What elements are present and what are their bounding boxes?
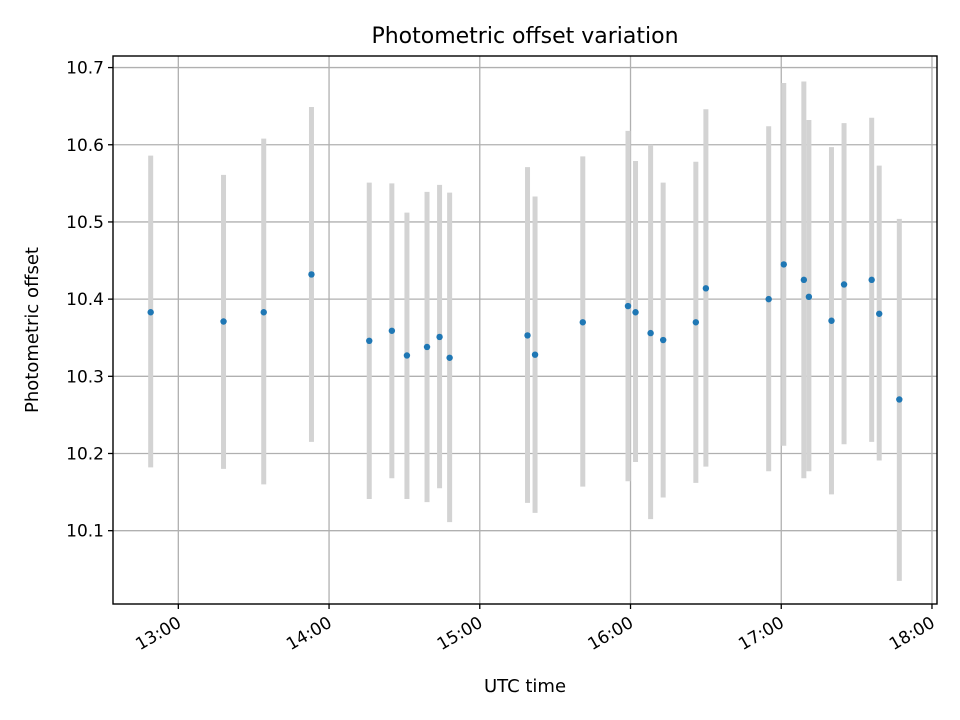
data-point (436, 333, 443, 341)
data-point (692, 319, 700, 326)
data-point (366, 337, 373, 345)
data-point (524, 332, 531, 339)
data-point (403, 352, 411, 359)
data-point (260, 309, 267, 316)
y-tick-label: 10.3 (66, 367, 104, 387)
data-point (423, 343, 431, 351)
y-tick-label: 10.2 (66, 444, 104, 464)
y-axis-label: Photometric offset (22, 247, 43, 413)
data-point (765, 295, 772, 303)
data-point (659, 336, 667, 344)
data-point (647, 329, 654, 337)
data-point (702, 285, 710, 292)
data-point (220, 318, 227, 325)
data-point (531, 351, 539, 358)
y-tick-label: 10.4 (66, 290, 104, 310)
data-point (828, 317, 835, 324)
grid (113, 56, 937, 604)
data-point (388, 327, 396, 334)
data-point (896, 396, 903, 403)
chart-title: Photometric offset variation (371, 24, 678, 49)
plot-frame (112, 55, 938, 605)
x-axis-label: UTC time (484, 676, 566, 697)
data-point (780, 261, 787, 268)
data-points (147, 261, 903, 403)
data-point (579, 319, 586, 326)
data-point (632, 309, 639, 316)
y-tick-label: 10.1 (66, 522, 104, 542)
data-point (308, 271, 315, 278)
data-point (624, 302, 632, 310)
y-tick-label: 10.6 (66, 136, 104, 156)
data-point (840, 281, 848, 288)
data-point (876, 310, 883, 317)
data-point (800, 276, 808, 284)
data-point (805, 293, 813, 301)
y-tick-label: 10.5 (66, 213, 104, 233)
data-point (446, 354, 453, 361)
data-point (147, 309, 154, 316)
data-point (868, 276, 875, 284)
y-tick-label: 10.7 (66, 59, 104, 79)
